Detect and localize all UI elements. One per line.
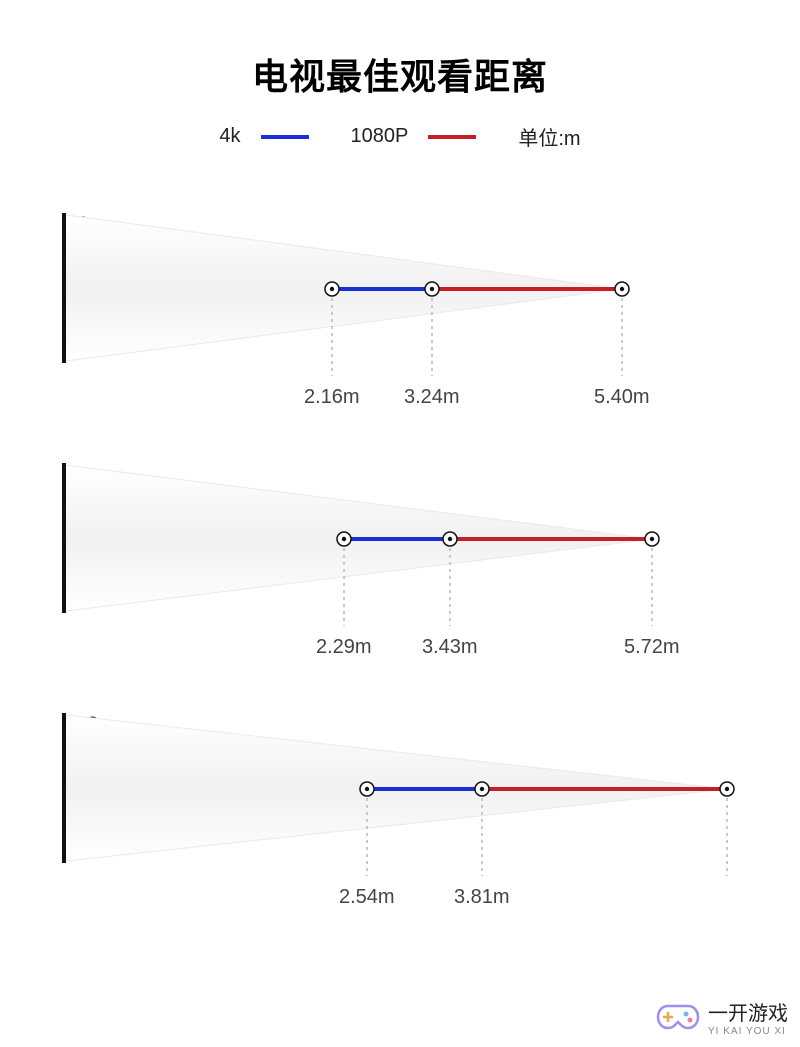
legend-4k-swatch <box>261 135 309 139</box>
gamepad-icon <box>656 1000 700 1034</box>
marker-dot-icon <box>620 287 624 291</box>
marker-dot-icon <box>430 287 434 291</box>
legend-1080p-label: 1080P <box>351 125 409 148</box>
marker-dot-icon <box>480 787 484 791</box>
marker-dot-icon <box>650 537 654 541</box>
marker-dot-icon <box>342 537 346 541</box>
chart-row: 90英寸2.29m3.43m5.72m <box>0 451 800 691</box>
marker-dot-icon <box>365 787 369 791</box>
viewing-cone-diagram <box>62 201 762 441</box>
watermark-py: YI KAI YOU XI <box>708 1026 788 1037</box>
marker-dot-icon <box>725 787 729 791</box>
legend-unit-label: 单位:m <box>518 122 580 151</box>
chart-row: 100英寸2.54m3.81m <box>0 701 800 941</box>
marker-dot-icon <box>448 537 452 541</box>
watermark-cn: 一开游戏 <box>708 997 788 1026</box>
watermark: 一开游戏 YI KAI YOU XI <box>656 997 788 1037</box>
viewing-cone-diagram <box>62 701 762 941</box>
legend: 4k 1080P 单位:m <box>0 122 800 151</box>
chart-row: 85英寸2.16m3.24m5.40m <box>0 201 800 441</box>
page-title: 电视最佳观看距离 <box>0 48 800 100</box>
watermark-text: 一开游戏 YI KAI YOU XI <box>708 997 788 1037</box>
legend-4k-label: 4k <box>219 125 240 148</box>
legend-1080p-swatch <box>428 135 476 139</box>
marker-dot-icon <box>330 287 334 291</box>
viewing-cone-diagram <box>62 451 762 691</box>
charts-container: 85英寸2.16m3.24m5.40m90英寸2.29m3.43m5.72m10… <box>0 201 800 941</box>
